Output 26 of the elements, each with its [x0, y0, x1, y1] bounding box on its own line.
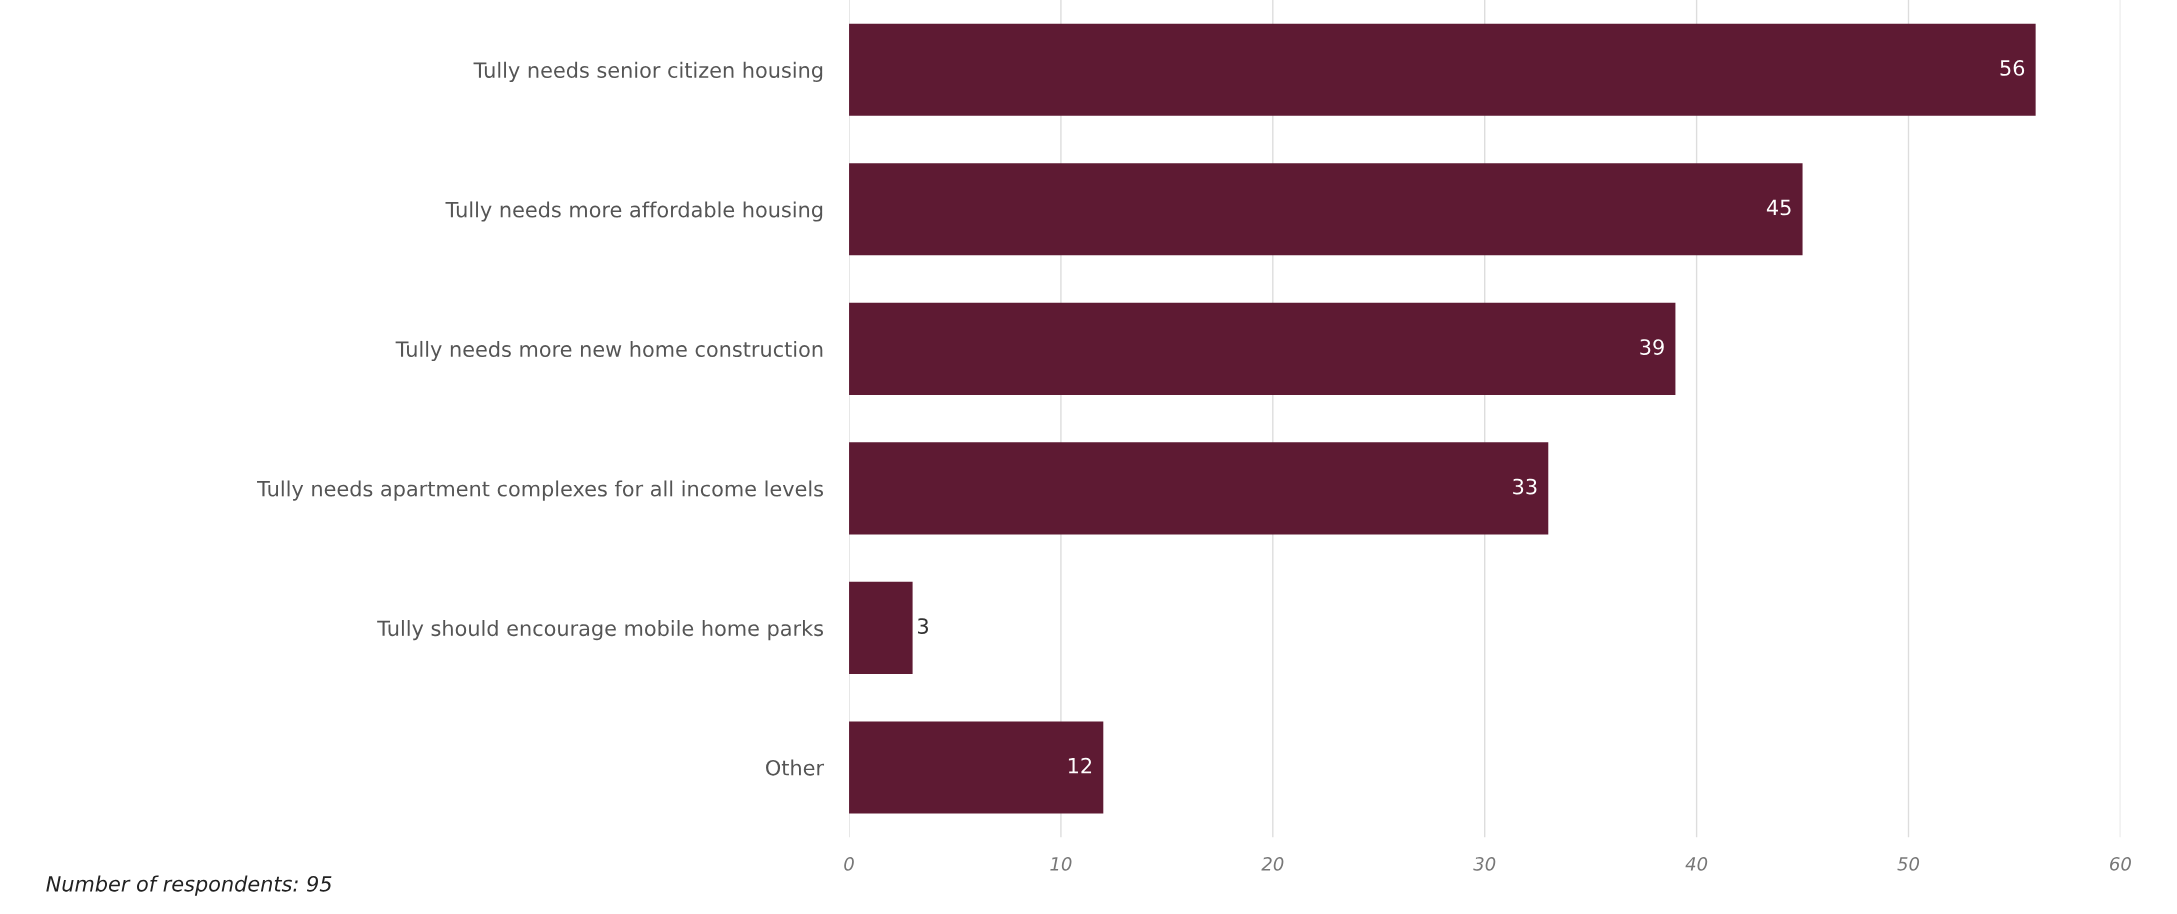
data-label: 3: [918, 618, 928, 634]
y-tick-label: Tully needs more affordable housing: [445, 201, 823, 222]
data-label: 12: [1068, 757, 1092, 774]
bar: [849, 23, 2036, 116]
x-tick-label: 30: [1473, 856, 1496, 871]
bar: [849, 721, 1104, 814]
bar: [849, 442, 1549, 535]
y-tick-label: Tully needs senior citizen housing: [473, 61, 823, 83]
bar: [849, 163, 1803, 256]
y-tick-label: Tully needs apartment complexes for all income levels: [257, 480, 824, 501]
data-label: 56: [2000, 60, 2025, 76]
x-tick-label: 10: [1050, 856, 1072, 871]
x-tick-label: 60: [2110, 856, 2131, 871]
data-label: 33: [1513, 478, 1537, 495]
y-tick-label: Other: [766, 759, 825, 776]
bar: [849, 581, 913, 674]
y-tick-label: Tully needs more new home construction: [395, 340, 823, 362]
data-label: 39: [1640, 339, 1664, 355]
y-tick-label: Tully should encourage mobile home parks: [377, 620, 824, 641]
x-tick-label: 50: [1897, 856, 1920, 871]
data-label: 45: [1766, 199, 1791, 216]
x-tick-label: 40: [1685, 856, 1708, 871]
bar: [849, 302, 1676, 395]
x-tick-label: 0: [844, 856, 854, 871]
x-tick-label: 20: [1261, 856, 1284, 871]
text: Number of respondents: 95: [46, 875, 332, 896]
